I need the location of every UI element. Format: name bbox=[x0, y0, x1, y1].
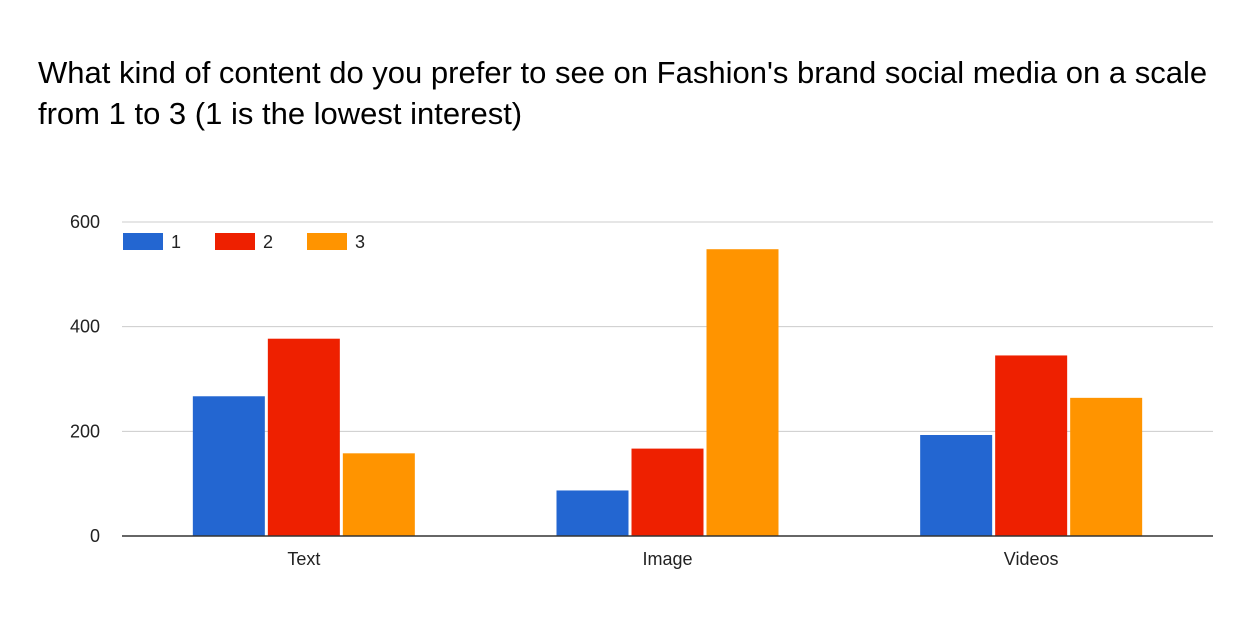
bar-image-series-3 bbox=[706, 249, 779, 537]
legend-label-series-1: 1 bbox=[171, 232, 181, 252]
y-tick-label: 200 bbox=[70, 421, 100, 441]
bars bbox=[192, 249, 1143, 537]
legend-label-series-2: 2 bbox=[263, 232, 273, 252]
chart-title: What kind of content do you prefer to se… bbox=[38, 55, 1208, 131]
x-tick-label: Videos bbox=[1004, 549, 1059, 569]
bar-image-series-2 bbox=[631, 448, 704, 536]
bar-text-series-2 bbox=[267, 338, 340, 536]
legend: 1 2 3 bbox=[123, 232, 365, 252]
legend-label-series-3: 3 bbox=[355, 232, 365, 252]
bar-videos-series-3 bbox=[1070, 397, 1143, 536]
bar-text-series-1 bbox=[192, 396, 265, 536]
legend-swatch-series-3 bbox=[307, 233, 347, 250]
x-tick-label: Text bbox=[287, 549, 320, 569]
y-tick-label: 0 bbox=[90, 526, 100, 546]
bar-text-series-3 bbox=[342, 453, 415, 536]
y-tick-label: 600 bbox=[70, 212, 100, 232]
bar-image-series-1 bbox=[556, 490, 629, 536]
bar-videos-series-1 bbox=[920, 434, 993, 536]
legend-swatch-series-2 bbox=[215, 233, 255, 250]
axes: 0 200 400 600 Text Image Videos bbox=[70, 212, 1213, 569]
x-tick-label: Image bbox=[642, 549, 692, 569]
legend-swatch-series-1 bbox=[123, 233, 163, 250]
y-tick-label: 400 bbox=[70, 317, 100, 337]
bar-videos-series-2 bbox=[995, 355, 1068, 536]
